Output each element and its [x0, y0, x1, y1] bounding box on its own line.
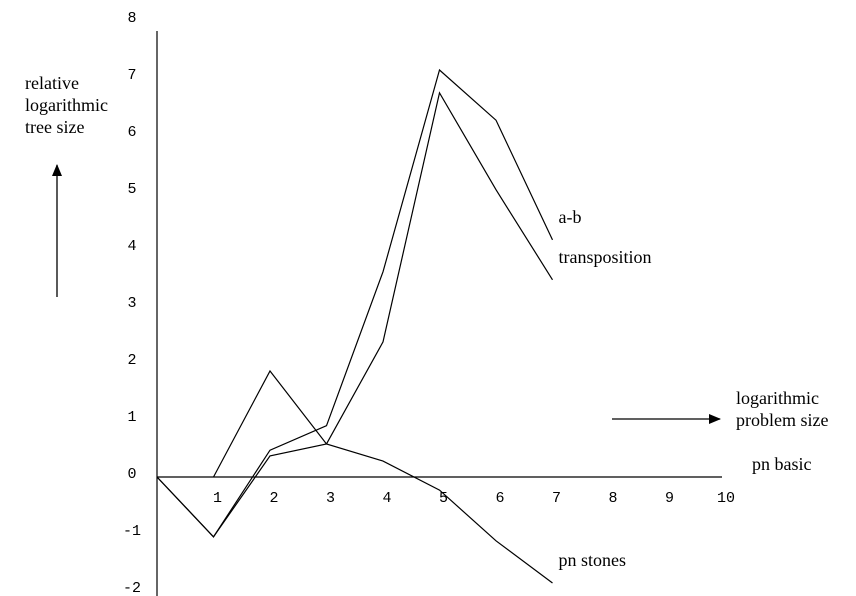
y-axis-label: relative	[25, 73, 79, 93]
x-tick-label: 2	[269, 490, 278, 507]
x-tick-label: 1	[213, 490, 222, 507]
y-tick-label: 0	[127, 466, 136, 483]
y-tick-label: -2	[123, 580, 141, 596]
y-tick-label: -1	[123, 523, 141, 540]
series-label: a-b	[559, 207, 582, 227]
y-tick-label: 4	[127, 238, 136, 255]
x-tick-label: 3	[326, 490, 335, 507]
y-tick-label: 6	[127, 124, 136, 141]
series-label: transposition	[559, 247, 652, 267]
x-axis-label: problem size	[736, 410, 828, 430]
y-tick-label: 7	[127, 67, 136, 84]
series-line	[212, 369, 553, 584]
y-axis-label: tree size	[25, 117, 84, 137]
x-tick-label: 10	[717, 490, 735, 507]
series-line	[156, 91, 554, 538]
x-tick-label: 6	[495, 490, 504, 507]
x-tick-label: 5	[439, 490, 448, 507]
y-tick-label: 1	[127, 409, 136, 426]
x-tick-label: 9	[665, 490, 674, 507]
y-tick-label: 8	[127, 10, 136, 27]
y-axis-label: logarithmic	[25, 95, 108, 115]
y-tick-label: 2	[127, 352, 136, 369]
x-tick-label: 8	[608, 490, 617, 507]
y-tick-label: 3	[127, 295, 136, 312]
x-tick-label: 4	[382, 490, 391, 507]
y-tick-label: 5	[127, 181, 136, 198]
x-axis-label: logarithmic	[736, 388, 819, 408]
x-tick-label: 7	[552, 490, 561, 507]
annotation: pn basic	[752, 454, 811, 474]
series-label: pn stones	[559, 550, 627, 570]
series-line	[156, 68, 554, 538]
